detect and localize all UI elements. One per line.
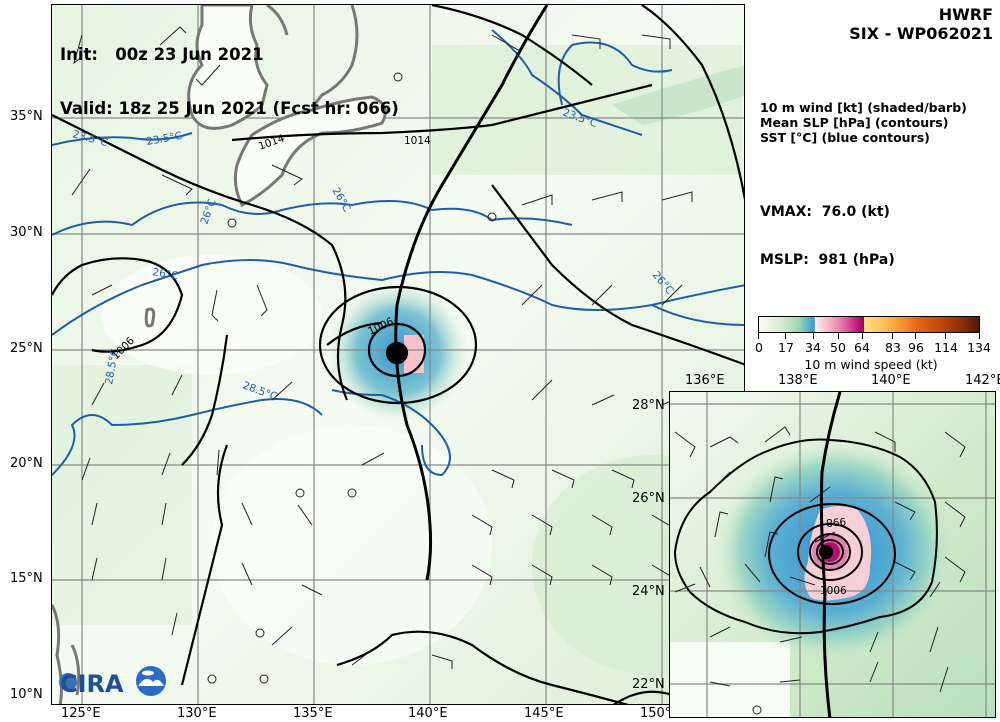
lon-label-135e: 135°E bbox=[293, 706, 333, 721]
valid-time: Valid: 18z 25 Jun 2021 (Fcst hr: 066) bbox=[60, 99, 399, 118]
cbar-label: 50 bbox=[830, 340, 846, 355]
init-time: Init: 00z 23 Jun 2021 bbox=[60, 45, 264, 64]
colorbar-title: 10 m wind speed (kt) bbox=[804, 357, 938, 372]
globe-icon bbox=[59, 673, 77, 691]
inset-lon-label-138e: 138°E bbox=[778, 373, 818, 388]
lon-label-145e: 145°E bbox=[524, 706, 564, 721]
slp-contours bbox=[52, 5, 744, 704]
land-japan-korea bbox=[52, 5, 387, 704]
model-storm-title: HWRF SIX - WP062021 bbox=[849, 5, 993, 43]
inset-lon-label-142e: 142°E bbox=[965, 373, 1000, 388]
svg-text:998: 998 bbox=[826, 515, 847, 529]
lon-label-125e: 125°E bbox=[61, 706, 101, 721]
cbar-tick bbox=[945, 333, 946, 339]
cbar-tick bbox=[892, 333, 893, 339]
storm-stats: VMAX: 76.0 (kt) MSLP: 981 (hPa) bbox=[760, 172, 895, 284]
inset-wind-barbs bbox=[674, 426, 966, 693]
cbar-label: 64 bbox=[854, 340, 870, 355]
inset-contour-labels: 998 1006 bbox=[820, 515, 847, 597]
legend-slp: Mean SLP [hPa] (contours) bbox=[760, 115, 949, 130]
storm-track bbox=[394, 5, 549, 581]
lat-label-20n: 20°N bbox=[10, 456, 43, 471]
lat-label-25n: 25°N bbox=[10, 341, 43, 356]
inset-lat-label-28n: 28°N bbox=[632, 398, 665, 413]
cbar-tick bbox=[979, 333, 980, 339]
inset-lat-label-24n: 24°N bbox=[632, 584, 665, 599]
lon-label-130e: 130°E bbox=[177, 706, 217, 721]
inset-lat-label-26n: 26°N bbox=[632, 491, 665, 506]
main-map[interactable]: 1014 1014 1006 1006 23.5°C 23.5°C 23.5°C… bbox=[51, 4, 745, 705]
wind-speed-colorbar bbox=[758, 316, 980, 333]
calm-markers bbox=[207, 72, 497, 684]
cbar-label: 96 bbox=[908, 340, 924, 355]
graticule bbox=[52, 5, 744, 704]
cbar-label: 34 bbox=[805, 340, 821, 355]
svg-text:1006: 1006 bbox=[820, 585, 847, 597]
cbar-tick bbox=[758, 333, 759, 339]
lon-label-140e: 140°E bbox=[408, 706, 448, 721]
vmax-value: VMAX: 76.0 (kt) bbox=[760, 204, 890, 220]
field-legend: 10 m wind [kt] (shaded/barb) Mean SLP [h… bbox=[760, 100, 967, 145]
model-name: HWRF bbox=[938, 5, 993, 24]
storm-id: SIX - WP062021 bbox=[849, 24, 993, 43]
svg-text:1014: 1014 bbox=[404, 135, 431, 147]
svg-text:26°C: 26°C bbox=[151, 266, 179, 282]
cbar-label: 114 bbox=[934, 340, 958, 355]
lat-label-35n: 35°N bbox=[10, 109, 43, 124]
cbar-tick bbox=[915, 333, 916, 339]
cbar-label: 0 bbox=[755, 340, 763, 355]
cbar-tick bbox=[838, 333, 839, 339]
cira-rammb-logos: CIRA bbox=[58, 664, 170, 700]
svg-text:CIRA: CIRA bbox=[60, 670, 124, 698]
lat-label-30n: 30°N bbox=[10, 225, 43, 240]
inset-calm-marker bbox=[752, 705, 762, 715]
lat-label-10n: 10°N bbox=[10, 687, 43, 702]
cbar-tick bbox=[785, 333, 786, 339]
cbar-label: 83 bbox=[885, 340, 901, 355]
cbar-tick bbox=[813, 333, 814, 339]
wind-barbs bbox=[71, 26, 695, 669]
forecast-time-title: Init: 00z 23 Jun 2021 Valid: 18z 25 Jun … bbox=[60, 10, 399, 136]
lat-label-15n: 15°N bbox=[10, 571, 43, 586]
cbar-label: 134 bbox=[967, 340, 991, 355]
legend-wind: 10 m wind [kt] (shaded/barb) bbox=[760, 100, 967, 115]
inset-map[interactable]: 998 1006 bbox=[669, 391, 996, 718]
legend-sst: SST [°C] (blue contours) bbox=[760, 130, 930, 145]
inset-lon-label-140e: 140°E bbox=[871, 373, 911, 388]
mslp-value: MSLP: 981 (hPa) bbox=[760, 252, 895, 268]
cbar-label: 17 bbox=[778, 340, 794, 355]
inset-lon-label-136e: 136°E bbox=[685, 373, 725, 388]
cbar-tick bbox=[862, 333, 863, 339]
inset-lat-label-22n: 22°N bbox=[632, 677, 665, 692]
